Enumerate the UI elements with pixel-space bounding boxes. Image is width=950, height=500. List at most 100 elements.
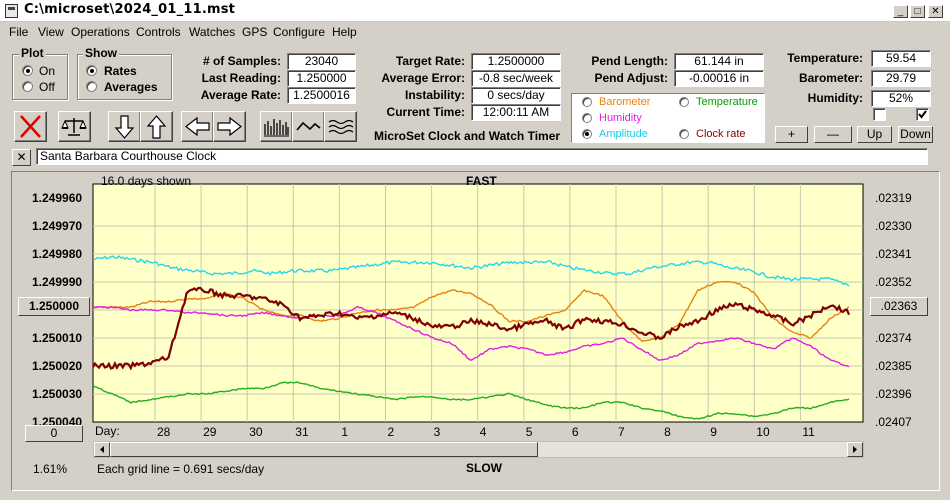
series-barometer-label: Barometer: [599, 96, 651, 108]
day-tick-label: 4: [480, 425, 487, 439]
arrow-right-button[interactable]: [213, 111, 246, 142]
day-tick-label: 11: [802, 425, 815, 439]
app-icon: [5, 4, 18, 18]
target-rate-field[interactable]: 1.2500000: [471, 53, 561, 70]
window-title: C:\microset\2024_01_11.mst: [24, 2, 236, 17]
series-selector: Barometer Temperature Humidity Amplitude…: [571, 93, 765, 143]
samples-label: # of Samples:: [202, 54, 281, 68]
balance-button[interactable]: [58, 111, 91, 142]
title-bar: C:\microset\2024_01_11.mst _ □ ✕: [0, 0, 950, 22]
day-tick-label: 28: [157, 425, 171, 439]
plot-group-title: Plot: [19, 46, 46, 60]
day-tick-label: 1: [341, 425, 348, 439]
samples-field: 23040: [287, 53, 356, 70]
arrow-left-button[interactable]: [181, 111, 214, 142]
red-x-icon: [20, 115, 41, 138]
show-averages-label: Averages: [104, 80, 158, 94]
slow-label: SLOW: [466, 461, 502, 475]
series-clock-rate-label: Clock rate: [696, 128, 746, 140]
line-graph-icon: [296, 121, 321, 131]
menu-configure[interactable]: Configure: [273, 25, 326, 39]
left-axis-label: 1.249960: [32, 191, 82, 205]
right-axis-label: .02352: [875, 275, 912, 289]
series-clock-rate-option[interactable]: Clock rate: [679, 128, 764, 141]
day-tick-label: 7: [618, 425, 625, 439]
temperature-field: 59.54: [871, 50, 931, 67]
menu-bar: File View Operations Controls Watches GP…: [0, 22, 950, 42]
histogram-button[interactable]: [260, 111, 293, 142]
current-time-label: Current Time:: [386, 105, 465, 119]
line-graph-button[interactable]: [292, 111, 325, 142]
scroll-left-icon: [100, 446, 104, 453]
menu-gps[interactable]: GPS: [242, 25, 268, 39]
arrow-down-icon: [114, 115, 135, 139]
right-value-button[interactable]: .02363: [870, 297, 928, 316]
day-tick-label: 29: [203, 425, 217, 439]
series-humidity-option[interactable]: Humidity: [582, 112, 662, 125]
maximize-button[interactable]: □: [910, 5, 925, 18]
plot-on-label: On: [39, 64, 56, 78]
percent-label: 1.61%: [33, 462, 68, 476]
menu-file[interactable]: File: [9, 25, 29, 39]
show-rates-label: Rates: [104, 64, 137, 78]
series-barometer-radio[interactable]: [582, 97, 592, 107]
scroll-right-button[interactable]: [847, 442, 863, 457]
zero-button[interactable]: 0: [25, 425, 83, 442]
day-tick-label: 9: [710, 425, 717, 439]
series-amplitude-radio[interactable]: [582, 129, 592, 139]
series-humidity-radio[interactable]: [582, 113, 592, 123]
current-time-field: 12:00:11 AM: [471, 104, 561, 121]
humidity-label: Humidity:: [807, 91, 863, 105]
stop-button[interactable]: [14, 111, 47, 142]
menu-watches[interactable]: Watches: [189, 25, 236, 39]
clock-name-field[interactable]: Santa Barbara Courthouse Clock: [36, 148, 928, 165]
clear-clock-button[interactable]: ✕: [12, 149, 31, 166]
day-axis-label: Day:: [95, 424, 120, 438]
scroll-left-button[interactable]: [94, 442, 110, 457]
checkbox-2[interactable]: [916, 108, 929, 121]
show-averages-radio[interactable]: [86, 81, 97, 92]
average-rate-label: Average Rate:: [200, 88, 281, 102]
menu-operations[interactable]: Operations: [71, 25, 130, 39]
menu-controls[interactable]: Controls: [136, 25, 181, 39]
up-button[interactable]: Up: [857, 126, 892, 143]
series-temperature-option[interactable]: Temperature: [679, 96, 764, 109]
right-axis-label: .02407: [875, 415, 912, 429]
plot-off-radio[interactable]: [22, 81, 33, 92]
minus-button[interactable]: —: [814, 126, 852, 143]
series-line-amplitude: [92, 255, 850, 287]
down-button[interactable]: Down: [898, 126, 933, 143]
instability-label: Instability:: [404, 88, 465, 102]
series-temperature-radio[interactable]: [679, 97, 689, 107]
checkbox-1[interactable]: [873, 108, 886, 121]
left-axis-label: 1.250010: [32, 331, 82, 345]
arrow-up-button[interactable]: [140, 111, 173, 142]
minimize-button[interactable]: _: [893, 5, 908, 18]
right-axis-label: .02396: [875, 387, 912, 401]
menu-help[interactable]: Help: [332, 25, 357, 39]
barometer-field: 29.79: [871, 70, 931, 87]
plot-on-radio[interactable]: [22, 65, 33, 76]
rate-chart: 1.249960 .02319 1.249970 .02330 1.249980 .023…: [32, 183, 912, 439]
close-button[interactable]: ✕: [928, 5, 943, 18]
horizontal-scrollbar[interactable]: [93, 441, 864, 458]
arrow-right-icon: [217, 116, 242, 137]
left-axis-label: 1.249990: [32, 275, 82, 289]
series-barometer-option[interactable]: Barometer: [582, 96, 662, 109]
arrow-up-icon: [146, 115, 167, 139]
menu-view[interactable]: View: [38, 25, 64, 39]
instability-field: 0 secs/day: [471, 87, 561, 104]
plus-button[interactable]: +: [775, 126, 808, 143]
center-value-button[interactable]: 1.250000: [18, 297, 90, 316]
series-amplitude-option[interactable]: Amplitude: [582, 128, 662, 141]
scroll-thumb[interactable]: [110, 442, 538, 457]
barometer-label: Barometer:: [798, 71, 863, 85]
series-clock-rate-radio[interactable]: [679, 129, 689, 139]
series-amplitude-label: Amplitude: [599, 128, 648, 140]
wave-button[interactable]: [324, 111, 357, 142]
balance-scale-icon: [61, 118, 87, 136]
show-rates-radio[interactable]: [86, 65, 97, 76]
day-tick-label: 10: [756, 425, 770, 439]
arrow-down-button[interactable]: [108, 111, 141, 142]
plot-off-label: Off: [39, 80, 55, 94]
